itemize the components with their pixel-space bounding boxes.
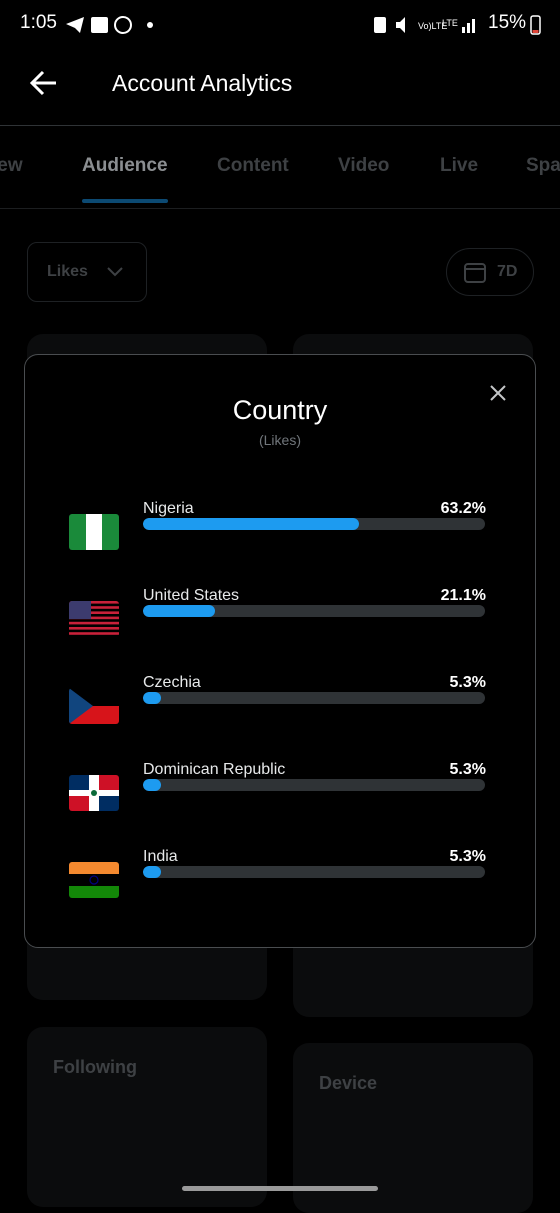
percent-label: 5.3% (449, 848, 486, 865)
date-range: 7D (497, 263, 518, 280)
divider (0, 125, 560, 126)
battery-level: 15% (488, 12, 527, 33)
country-name: Dominican Republic (143, 761, 286, 778)
country-name: India (143, 848, 178, 865)
country-row: Nigeria 63.2% (25, 500, 535, 560)
home-indicator (182, 1186, 378, 1191)
country-row: United States 21.1% (25, 587, 535, 647)
bar-track (143, 692, 485, 704)
metric-label: Likes (47, 263, 88, 280)
percent-label: 5.3% (449, 674, 486, 691)
chevron (107, 267, 123, 277)
bar-track (143, 779, 485, 791)
country-modal: Country (Likes) Nigeria 63.2% United State… (24, 354, 536, 948)
divider (0, 208, 560, 209)
country-name: Nigeria (143, 500, 194, 517)
percent-label: 63.2% (440, 500, 486, 517)
bar-track (143, 605, 485, 617)
bar-track (143, 518, 485, 530)
status-icons (66, 16, 153, 34)
card-title: Following (53, 1057, 137, 1077)
svg-text:Vo)LTE: Vo)LTE (418, 21, 447, 31)
flag-icon (69, 775, 119, 811)
tab[interactable]: iew (0, 155, 23, 176)
bar-fill (143, 779, 162, 791)
calendar-icon (464, 263, 486, 283)
tab[interactable]: Audience (82, 155, 168, 176)
bar-fill (143, 518, 360, 530)
percent-label: 21.1% (440, 587, 486, 604)
card-title: Device (319, 1073, 378, 1093)
close-button[interactable] (488, 383, 508, 403)
date-range-button[interactable]: 7D (446, 248, 534, 296)
status-time: 1:05 (20, 12, 57, 33)
flag-icon (69, 688, 119, 724)
tab[interactable]: Video (338, 155, 390, 176)
bar-track (143, 866, 485, 878)
flag-icon (69, 514, 119, 550)
background-card: Following (27, 1027, 267, 1207)
svg-text:LTE: LTE (442, 18, 458, 28)
country-name: United States (143, 587, 240, 604)
modal-title: Country (232, 395, 328, 425)
country-row: Czechia 5.3% (25, 674, 535, 734)
metric-dropdown[interactable]: Likes (27, 242, 147, 302)
modal-subtitle: (Likes) (258, 432, 301, 448)
tab[interactable]: Content (217, 155, 289, 176)
tab-indicator (82, 199, 168, 203)
country-name: Czechia (143, 674, 201, 691)
page-title: Account Analytics (112, 70, 293, 96)
tab[interactable]: Spa (526, 155, 560, 176)
bar-fill (143, 692, 162, 704)
battery-icon (530, 15, 541, 35)
bar-fill (143, 605, 216, 617)
bar-fill (143, 866, 162, 878)
percent-label: 5.3% (449, 761, 486, 778)
flag-icon (69, 862, 119, 898)
tab[interactable]: Live (440, 155, 479, 176)
back-button[interactable] (28, 68, 60, 98)
country-row: India 5.3% (25, 848, 535, 908)
background-card: Device (293, 1043, 533, 1213)
flag-icon (69, 601, 119, 635)
country-row: Dominican Republic 5.3% (25, 761, 535, 821)
